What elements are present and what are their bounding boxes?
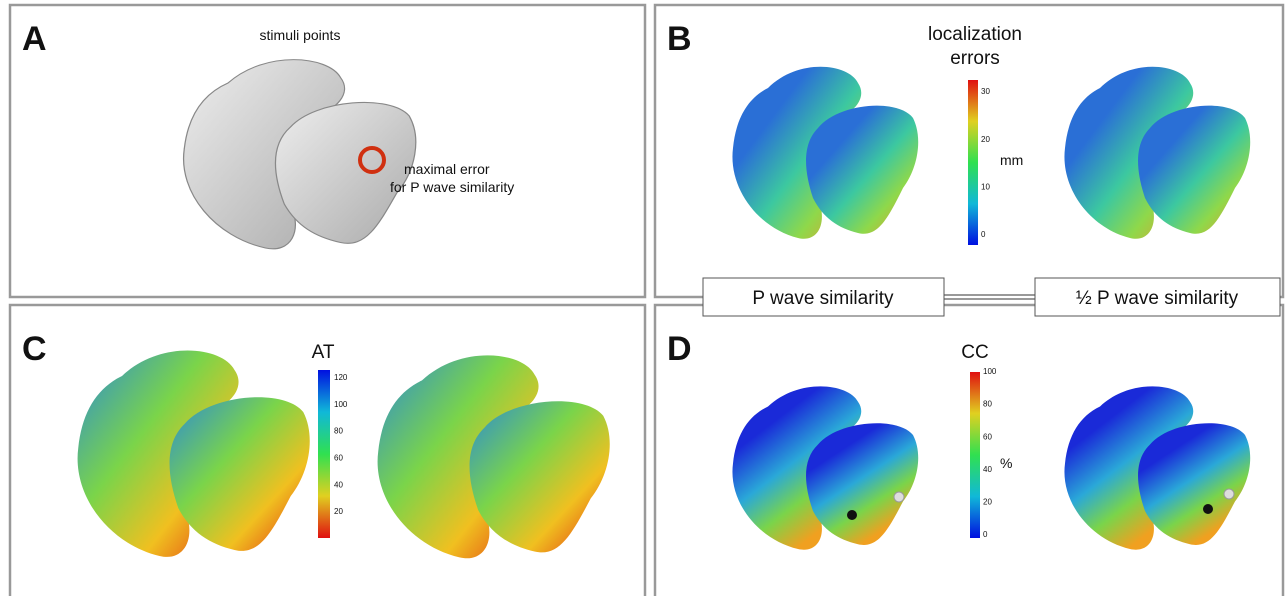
heart-map — [78, 351, 310, 557]
panel-label: B — [667, 20, 692, 58]
colorbar-tick-label: 80 — [334, 427, 343, 436]
annotation: maximal error — [404, 161, 490, 177]
panel-label: A — [22, 20, 47, 58]
marker — [1203, 504, 1213, 514]
colorbar-tick-label: 80 — [983, 400, 992, 409]
heart-map — [1064, 67, 1250, 239]
colorbar-title: localization — [928, 24, 1022, 45]
annotation: for P wave similarity — [390, 179, 514, 195]
colorbar-tick-label: 40 — [983, 465, 992, 474]
marker — [894, 492, 904, 502]
marker — [847, 510, 857, 520]
panel-label: C — [22, 330, 47, 368]
colorbar-tick-label: 20 — [983, 498, 992, 507]
colorbar — [968, 80, 978, 245]
colorbar-tick-label: 100 — [983, 367, 997, 376]
colorbar-tick-label: 40 — [334, 480, 343, 489]
colorbar-tick-label: 30 — [981, 87, 990, 96]
colorbar-tick-label: 10 — [981, 182, 990, 191]
colorbar — [318, 370, 330, 538]
colorbar-tick-label: 120 — [334, 373, 348, 382]
colorbar-tick-label: 60 — [983, 432, 992, 441]
colorbar — [970, 372, 980, 538]
method-label: P wave similarity — [752, 288, 894, 309]
colorbar-title: errors — [950, 48, 1000, 69]
heart-map — [1064, 386, 1250, 549]
colorbar-tick-label: 0 — [981, 230, 986, 239]
colorbar-title: AT — [312, 342, 335, 363]
heart-map — [378, 355, 610, 558]
method-label: ½ P wave similarity — [1076, 288, 1239, 309]
colorbar-tick-label: 100 — [334, 400, 348, 409]
colorbar-unit: % — [1000, 455, 1012, 471]
heart-map — [732, 386, 918, 549]
colorbar-unit: mm — [1000, 152, 1023, 168]
colorbar-tick-label: 60 — [334, 454, 343, 463]
colorbar-tick-label: 20 — [981, 135, 990, 144]
panel-label: D — [667, 330, 692, 368]
figure: A B C D stimuli points maximal error for… — [0, 0, 1288, 596]
colorbar-tick-label: 0 — [983, 530, 988, 539]
panel-title: stimuli points — [260, 27, 341, 43]
heart-map — [732, 67, 918, 239]
marker — [1224, 489, 1234, 499]
colorbar-tick-label: 20 — [334, 507, 343, 516]
colorbar-title: CC — [961, 342, 988, 363]
